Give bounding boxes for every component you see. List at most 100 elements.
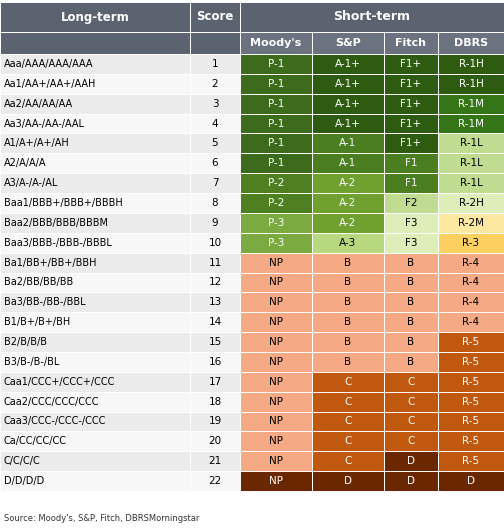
Text: R-1L: R-1L [460,178,482,188]
Text: 17: 17 [208,377,222,387]
Bar [312,114,384,133]
Text: C: C [407,436,415,446]
Text: P-1: P-1 [268,79,284,89]
Text: Caa3/CCC-/CCC-/CCC: Caa3/CCC-/CCC-/CCC [4,416,106,426]
Bar [240,412,312,432]
Text: Short-term: Short-term [334,11,410,23]
Text: B: B [407,317,415,327]
Bar [190,173,240,193]
Text: A-1: A-1 [339,158,357,168]
Bar [438,54,504,74]
Bar [312,213,384,233]
Text: F1+: F1+ [401,79,421,89]
Bar [190,54,240,74]
Text: 18: 18 [208,397,222,407]
Bar [240,432,312,451]
Bar [438,451,504,471]
Bar [190,213,240,233]
Bar [438,312,504,332]
Bar [312,451,384,471]
Bar [240,312,312,332]
Text: 12: 12 [208,277,222,287]
Bar [312,391,384,412]
Text: A3/A-/A-/AL: A3/A-/A-/AL [4,178,58,188]
Bar [384,293,438,312]
Bar [312,233,384,253]
Text: D: D [467,476,475,486]
Bar [190,233,240,253]
Bar [312,272,384,293]
Bar [190,332,240,352]
Text: B: B [344,317,352,327]
Bar [312,94,384,114]
Text: Baa3/BBB-/BBB-/BBBL: Baa3/BBB-/BBB-/BBBL [4,238,112,248]
Bar [190,253,240,272]
Text: B1/B+/B+/BH: B1/B+/B+/BH [4,317,70,327]
Text: NP: NP [269,416,283,426]
Text: R-1M: R-1M [458,118,484,129]
Text: B2/B/B/B: B2/B/B/B [4,337,47,347]
Bar [0,312,190,332]
Bar [384,94,438,114]
Bar [312,293,384,312]
Bar [438,153,504,173]
Bar [240,114,312,133]
Bar [190,74,240,94]
Bar [0,293,190,312]
Bar [190,2,240,32]
Bar [312,32,384,54]
Bar [438,352,504,372]
Text: 2: 2 [212,79,218,89]
Bar [384,74,438,94]
Text: D/D/D/D: D/D/D/D [4,476,44,486]
Bar [312,312,384,332]
Bar [384,193,438,213]
Bar [438,114,504,133]
Text: B: B [407,357,415,367]
Text: R-1L: R-1L [460,158,482,168]
Bar [0,253,190,272]
Bar [0,213,190,233]
Text: R-1M: R-1M [458,99,484,108]
Bar [190,293,240,312]
Bar [0,193,190,213]
Text: C: C [407,416,415,426]
Bar [0,352,190,372]
Text: C: C [344,416,352,426]
Text: 14: 14 [208,317,222,327]
Bar [0,412,190,432]
Bar [384,173,438,193]
Text: NP: NP [269,277,283,287]
Bar [0,2,190,32]
Bar [240,372,312,391]
Text: Baa1/BBB+/BBB+/BBBH: Baa1/BBB+/BBB+/BBBH [4,198,123,208]
Text: 22: 22 [208,476,222,486]
Bar [438,32,504,54]
Bar [240,193,312,213]
Text: P-1: P-1 [268,118,284,129]
Text: 9: 9 [212,218,218,228]
Bar [190,372,240,391]
Bar [240,153,312,173]
Text: A-3: A-3 [339,238,357,248]
Bar [240,74,312,94]
Text: NP: NP [269,337,283,347]
Text: B: B [407,337,415,347]
Text: C: C [344,456,352,466]
Bar [384,253,438,272]
Bar [384,272,438,293]
Text: 11: 11 [208,258,222,268]
Text: C: C [344,436,352,446]
Text: B: B [344,357,352,367]
Text: F1+: F1+ [401,139,421,149]
Bar [0,272,190,293]
Text: F2: F2 [405,198,417,208]
Text: Ba1/BB+/BB+/BBH: Ba1/BB+/BB+/BBH [4,258,96,268]
Bar [190,451,240,471]
Bar [438,74,504,94]
Bar [190,94,240,114]
Bar [0,153,190,173]
Text: Ba3/BB-/BB-/BBL: Ba3/BB-/BB-/BBL [4,297,86,307]
Bar [0,471,190,491]
Bar [384,153,438,173]
